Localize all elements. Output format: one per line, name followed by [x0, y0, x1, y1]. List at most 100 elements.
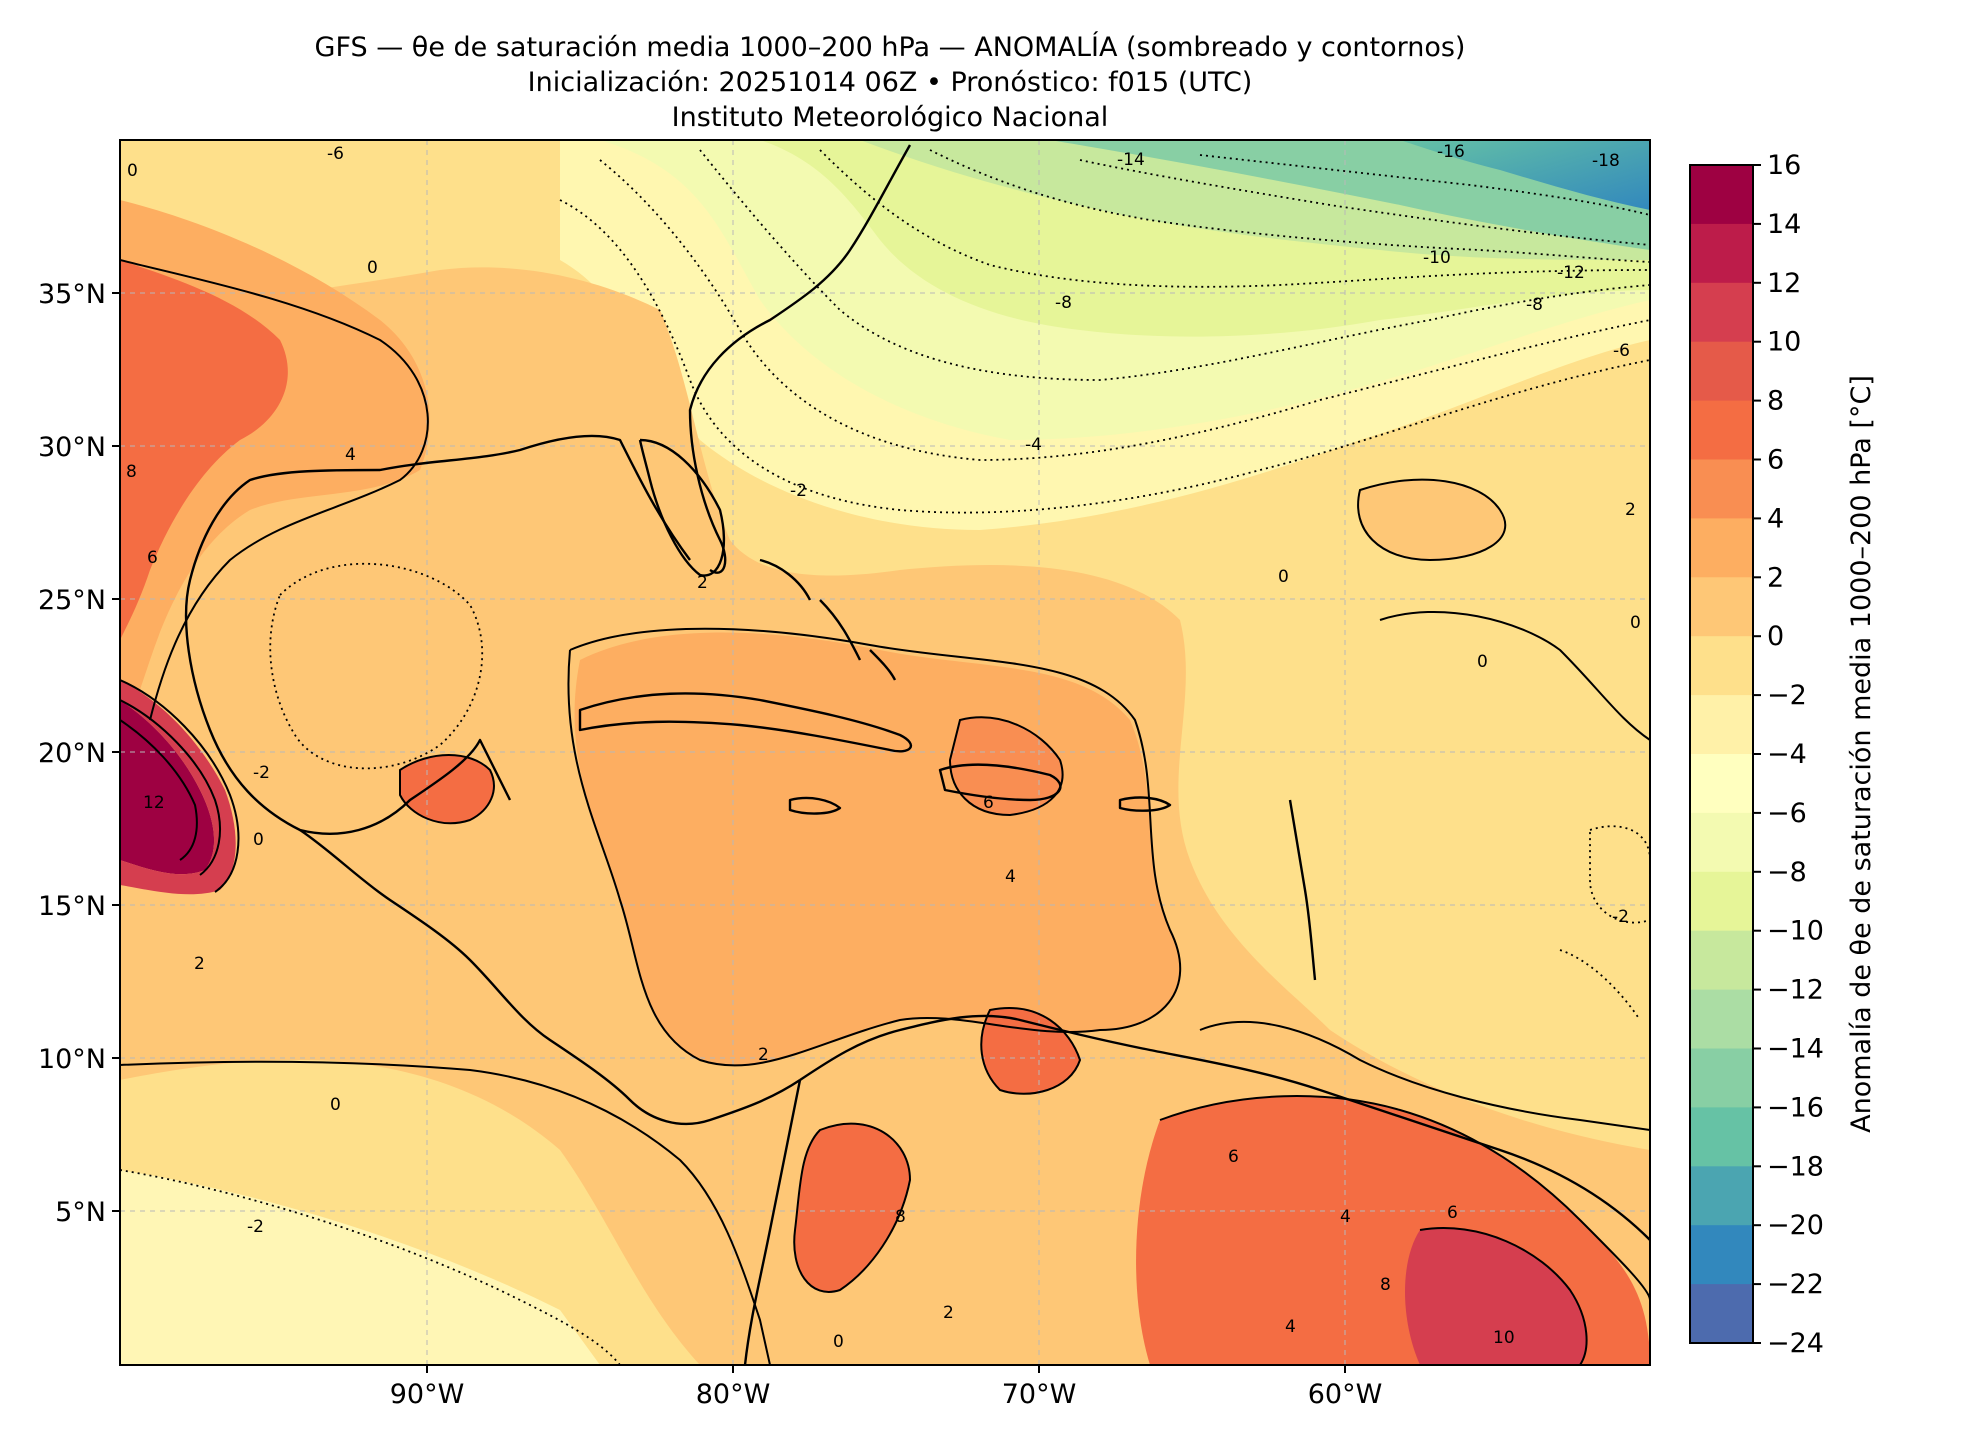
- colorbar-tick-label: −16: [1767, 1092, 1824, 1123]
- colorbar-segment: [1690, 930, 1753, 991]
- map-area: 0 0 0 0 0 0 0 0 -2 -2 -2 -2 -4 -6 -6 -8 …: [120, 140, 1650, 1365]
- colorbar-tick-label: 8: [1767, 386, 1784, 417]
- coastline-florida: [638, 438, 726, 577]
- lon-tick-label: 60°W: [1308, 1379, 1383, 1410]
- contour-label: 6: [983, 793, 994, 813]
- anomaly-region-yucatan: [400, 755, 494, 824]
- lon-tick-label: 90°W: [390, 1379, 465, 1410]
- contour-labels: 0 0 0 0 0 0 0 0 -2 -2 -2 -2 -4 -6 -6 -8 …: [126, 142, 1641, 1352]
- lon-tick-label: 80°W: [696, 1379, 771, 1410]
- colorbar-segment: [1690, 695, 1753, 755]
- coastline-south-america: [799, 1014, 1650, 1241]
- colorbar-tick-label: −20: [1767, 1210, 1824, 1241]
- figure-title-block: GFS — θe de saturación media 1000–200 hP…: [120, 30, 1660, 135]
- coastline-puerto-rico: [1118, 796, 1172, 812]
- coastline-cuba: [578, 692, 913, 753]
- contours-negative: [120, 149, 1650, 1365]
- contour-label: 2: [943, 1303, 954, 1323]
- colorbar-tick-label: 14: [1767, 209, 1801, 240]
- colorbar-tick-label: 16: [1767, 150, 1801, 181]
- colorbar-segment: [1690, 165, 1753, 225]
- contour-label: 0: [1278, 567, 1289, 587]
- lon-axis: 90°W 80°W 70°W 60°W: [390, 1365, 1383, 1410]
- colorbar-tick-label: −10: [1767, 916, 1824, 947]
- contour-label: -6: [1613, 341, 1630, 361]
- coastline-central-america: [299, 829, 801, 1126]
- anomaly-region-negative-ne-core: [1400, 140, 1650, 210]
- contour-label: -2: [247, 1217, 264, 1237]
- colorbar-segment: [1690, 1284, 1753, 1344]
- colorbar: 16 14 12 10 8 6 4 2 0 −2 −4 −6 −8 −10 −12 −14 −16 −18 −20 −…: [1689, 150, 1877, 1359]
- anomaly-region-strong-west-mexico: [120, 260, 288, 640]
- contour-label: 2: [1625, 500, 1636, 520]
- contour-label: 4: [1005, 867, 1016, 887]
- contour-label: 2: [758, 1045, 769, 1065]
- colorbar-segments: [1690, 165, 1753, 1344]
- contour-label: -16: [1437, 142, 1465, 162]
- contour-label: 4: [345, 445, 356, 465]
- coastline-jamaica: [788, 796, 842, 815]
- colorbar-segment: [1690, 223, 1753, 284]
- colorbar-tick-label: −6: [1767, 798, 1807, 829]
- contour-label: 0: [1477, 652, 1488, 672]
- colorbar-tick-label: 2: [1767, 562, 1784, 593]
- colorbar-tick-label: −14: [1767, 1034, 1824, 1065]
- colorbar-segment: [1690, 1166, 1753, 1226]
- contour-label: 0: [833, 1332, 844, 1352]
- contour-label: -6: [327, 144, 344, 164]
- figure-subtitle: Inicialización: 20251014 06Z • Pronóstic…: [527, 67, 1253, 98]
- colorbar-segment: [1690, 1048, 1753, 1108]
- colorbar-tick-label: −22: [1767, 1269, 1824, 1300]
- colorbar-tick-label: −8: [1767, 857, 1807, 888]
- colorbar-tick-label: −4: [1767, 739, 1807, 770]
- contour-label: 4: [1340, 1207, 1351, 1227]
- lat-tick-label: 5°N: [55, 1197, 106, 1228]
- colorbar-tick-label: 10: [1767, 327, 1801, 358]
- colorbar-ticks: 16 14 12 10 8 6 4 2 0 −2 −4 −6 −8 −10 −12 −14 −16 −18 −20 −…: [1753, 150, 1824, 1359]
- colorbar-segment: [1690, 518, 1753, 578]
- colorbar-segment: [1690, 812, 1753, 873]
- lat-tick-label: 15°N: [38, 891, 106, 922]
- lat-tick-label: 35°N: [38, 279, 106, 310]
- contour-label: -2: [1612, 907, 1629, 927]
- contour-label: 2: [194, 954, 205, 974]
- colorbar-segment: [1690, 871, 1753, 932]
- contour-label: -18: [1592, 151, 1620, 171]
- colorbar-segment: [1690, 636, 1753, 696]
- colorbar-tick-label: −18: [1767, 1151, 1824, 1182]
- contour-label: 6: [147, 548, 158, 568]
- anomaly-region-colombia: [794, 1123, 910, 1292]
- contour-label: 0: [127, 161, 138, 181]
- contour-label: 8: [895, 1207, 906, 1227]
- contour-label: 8: [126, 462, 137, 482]
- coastline-gulf: [184, 434, 691, 835]
- colorbar-segment: [1690, 577, 1753, 637]
- lat-tick-label: 25°N: [38, 585, 106, 616]
- colorbar-segment: [1690, 459, 1753, 519]
- anomaly-region-peak-mexico: [120, 700, 215, 875]
- contour-label: 0: [1630, 613, 1641, 633]
- coastline-lesser-antilles: [1288, 799, 1317, 981]
- coastlines: [184, 144, 1650, 1365]
- coastline-us-east: [688, 144, 912, 574]
- colorbar-tick-label: 0: [1767, 621, 1784, 652]
- contour-label: 12: [143, 793, 165, 813]
- lat-tick-label: 10°N: [38, 1044, 106, 1075]
- coastline-bahamas: [759, 558, 897, 681]
- colorbar-segment: [1690, 1225, 1753, 1285]
- coastline-hispaniola: [938, 763, 1062, 802]
- colorbar-tick-label: −2: [1767, 680, 1807, 711]
- contour-label: -2: [790, 481, 807, 501]
- contour-label: -14: [1117, 150, 1145, 170]
- contour-label: 0: [253, 830, 264, 850]
- colorbar-tick-label: −12: [1767, 975, 1824, 1006]
- figure-title: GFS — θe de saturación media 1000–200 hP…: [314, 32, 1466, 63]
- anomaly-region-peak-mexico-halo: [120, 680, 236, 895]
- colorbar-segment: [1690, 282, 1753, 343]
- contour-label: -8: [1055, 293, 1072, 313]
- contour-label: 0: [367, 258, 378, 278]
- lat-tick-label: 30°N: [38, 432, 106, 463]
- anomaly-region-negative-southwest: [120, 1170, 600, 1365]
- contours-solid: [120, 259, 1650, 1365]
